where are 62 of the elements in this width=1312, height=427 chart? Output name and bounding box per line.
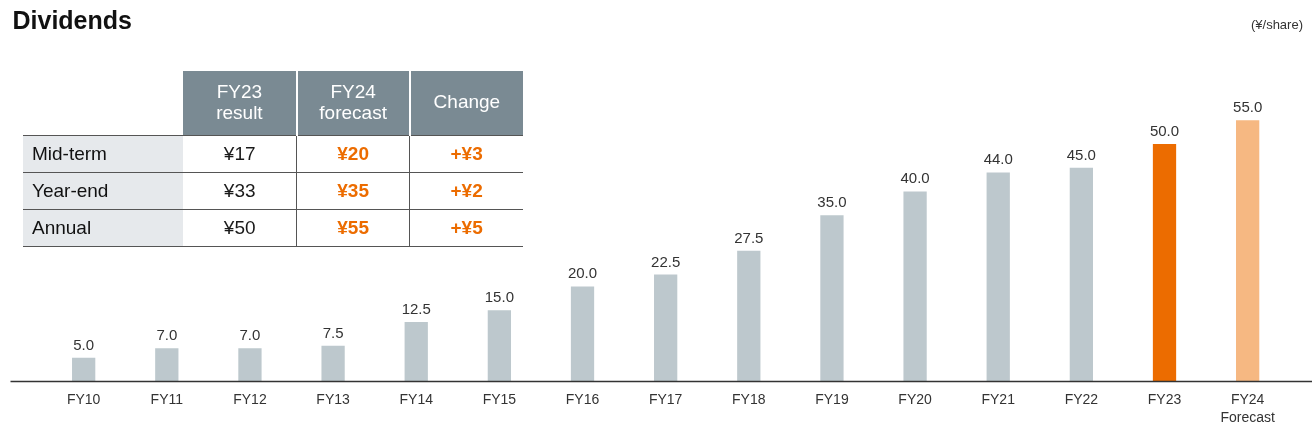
- x-tick-label: FY11: [150, 390, 184, 407]
- category-label: Annual: [32, 216, 92, 238]
- text: ¥35: [337, 179, 369, 201]
- bar: [654, 274, 678, 382]
- bar: [1069, 167, 1094, 382]
- data-label: 22.5: [651, 252, 681, 270]
- x-tick-label: FY18: [732, 390, 766, 407]
- data-label: 15.0: [484, 288, 514, 306]
- chart-title: Dividends: [12, 5, 132, 34]
- x-tick-label: FY12: [233, 390, 267, 407]
- text: +¥3: [450, 142, 483, 164]
- category-label: Change: [409, 71, 523, 135]
- x-tick-label: FY14: [399, 390, 434, 407]
- data-label: 20.0: [567, 264, 598, 282]
- x-tick-label: FY21: [981, 390, 1016, 407]
- data-label: 7.0: [156, 326, 178, 344]
- data-label: 45.0: [1066, 145, 1096, 163]
- bar: [238, 348, 262, 382]
- text: ¥17: [223, 142, 256, 164]
- x-tick-label: FY24 Forecast: [1220, 390, 1275, 425]
- data-label: 55.0: [1233, 98, 1263, 116]
- category-label: FY24 forecast: [296, 71, 410, 135]
- text: +¥5: [450, 216, 483, 238]
- bar: [404, 322, 428, 382]
- y-axis-title: (¥/share): [1250, 16, 1303, 34]
- x-tick-label: FY23: [1147, 390, 1182, 407]
- text: ¥55: [337, 216, 369, 238]
- bar: [570, 286, 595, 382]
- data-label: 50.0: [1149, 121, 1180, 139]
- bar: [1152, 143, 1177, 382]
- x-tick-label: FY17: [648, 390, 683, 407]
- data-label: 40.0: [900, 169, 930, 187]
- bar: [487, 310, 512, 382]
- x-tick-label: FY13: [316, 390, 351, 407]
- data-label: 44.0: [983, 150, 1013, 168]
- text: ¥20: [337, 142, 369, 164]
- x-tick-label: FY22: [1064, 390, 1099, 407]
- text: +¥2: [450, 179, 483, 201]
- data-label: 7.5: [322, 323, 344, 341]
- bar: [820, 215, 844, 382]
- x-tick-label: FY15: [482, 390, 517, 407]
- x-tick-label: FY16: [565, 390, 600, 407]
- bar: [155, 348, 179, 382]
- bar: [986, 172, 1010, 382]
- bar: [1236, 120, 1260, 382]
- data-label: 5.0: [73, 335, 95, 353]
- category-label: Mid-term: [32, 142, 107, 164]
- x-tick-label: FY19: [815, 390, 849, 407]
- x-tick-label: FY20: [898, 390, 933, 407]
- category-label: FY23 result: [183, 71, 297, 135]
- text: ¥33: [223, 179, 256, 201]
- x-tick-label: FY10: [66, 390, 101, 407]
- category-label: Year-end: [32, 179, 109, 201]
- text: ¥50: [223, 216, 256, 238]
- bar: [903, 191, 927, 382]
- bar: [737, 250, 761, 382]
- bar: [72, 357, 96, 382]
- data-label: 27.5: [734, 228, 764, 246]
- data-label: 7.0: [239, 326, 261, 344]
- data-label: 35.0: [817, 193, 847, 211]
- bar: [321, 345, 345, 382]
- data-label: 12.5: [401, 300, 431, 318]
